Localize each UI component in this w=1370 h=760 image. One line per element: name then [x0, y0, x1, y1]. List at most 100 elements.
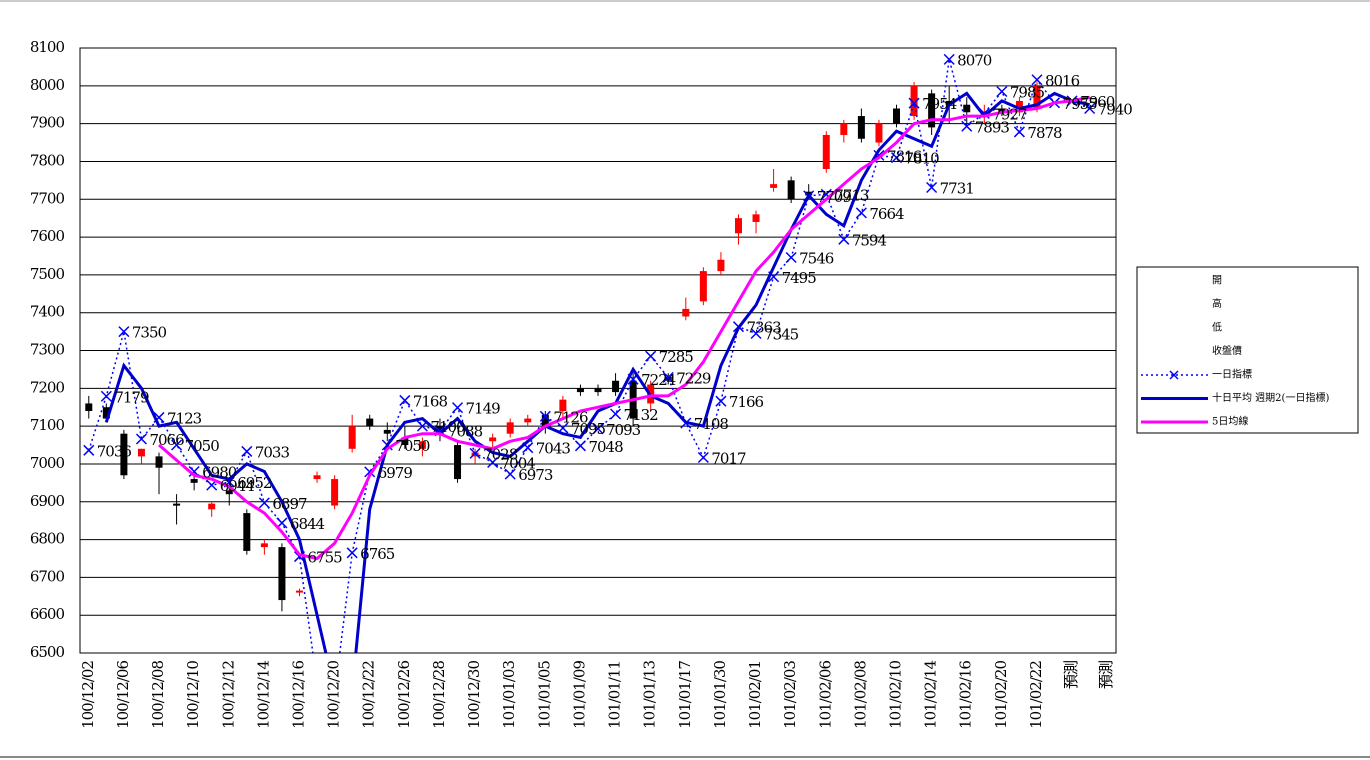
legend-label: 低 [1212, 321, 1222, 334]
candle-body [313, 475, 321, 480]
candle-body [576, 388, 584, 393]
y-tick-label: 7600 [30, 227, 65, 245]
data-label: 7017 [711, 450, 746, 468]
x-marker [539, 410, 551, 422]
x-marker [574, 440, 586, 452]
candle-body [243, 513, 251, 551]
data-label: 7709 [817, 188, 852, 206]
candle-body [770, 184, 778, 188]
data-label: 6952 [237, 474, 272, 492]
data-label: 7224 [641, 371, 676, 389]
candle-body [963, 104, 971, 113]
plot [83, 53, 1096, 688]
x-marker [785, 251, 797, 264]
x-marker [399, 394, 411, 406]
data-label: 7132 [624, 406, 659, 424]
data-label: 7048 [588, 438, 623, 456]
data-label: 6944 [220, 477, 255, 495]
x-marker [346, 547, 358, 559]
candle-body [752, 214, 760, 222]
x-tick-label: 100/12/22 [360, 661, 378, 729]
candle-body [699, 271, 707, 302]
candle-body [840, 123, 848, 135]
x-marker [504, 468, 516, 480]
y-tick-label: 6900 [30, 492, 65, 510]
y-tick-label: 8100 [30, 38, 65, 56]
candle-body [454, 445, 462, 480]
data-label: 7546 [799, 249, 834, 267]
candle-body [190, 479, 198, 483]
x-marker [469, 447, 481, 459]
data-label: 7095 [571, 420, 606, 438]
x-tick-label: 101/01/05 [535, 661, 553, 729]
candle-body [506, 422, 514, 434]
x-tick-label: 101/02/08 [851, 661, 869, 729]
x-marker [645, 350, 657, 362]
x-tick-label: 101/02/14 [922, 661, 940, 729]
candle-body [682, 308, 690, 317]
data-label: 6765 [360, 545, 395, 563]
series-line [88, 59, 1090, 653]
data-label: 7594 [852, 231, 887, 249]
x-marker [258, 497, 270, 509]
data-label: 7816 [887, 147, 922, 165]
data-label: 7893 [975, 118, 1010, 136]
grid [80, 47, 1116, 654]
y-tick-label: 7900 [30, 114, 65, 132]
data-label: 7927 [992, 105, 1027, 123]
candle-body [787, 180, 795, 200]
data-label: 7954 [922, 95, 957, 113]
x-tick-label: 100/12/06 [114, 661, 132, 729]
y-tick-label: 7800 [30, 151, 65, 169]
candle-body [1015, 100, 1023, 113]
legend-box [1136, 266, 1359, 434]
x-marker [83, 444, 95, 456]
legend-label: 十日平均 週期2(一日指標) [1212, 391, 1329, 404]
candle-body [893, 108, 901, 124]
x-tick-label: 100/12/20 [325, 661, 343, 729]
data-label: 7731 [940, 180, 974, 198]
x-tick-label: 預測 [1062, 661, 1080, 689]
data-label: 7940 [1098, 101, 1133, 119]
legend-label: 高 [1212, 297, 1222, 310]
x-tick-label: 100/12/08 [149, 661, 167, 729]
data-label: 7985 [1010, 83, 1045, 101]
data-label: 7960 [1080, 93, 1115, 111]
data-label: 7033 [255, 443, 290, 461]
x-tick-label: 101/02/10 [887, 661, 905, 729]
candle-body [594, 388, 602, 393]
y-tick-label: 6600 [30, 605, 65, 623]
x-tick-label: 101/01/13 [641, 661, 659, 729]
legend-label: 開 [1212, 275, 1222, 287]
data-label: 7810 [905, 150, 940, 168]
x-marker [241, 445, 253, 457]
x-marker [890, 152, 903, 164]
candle-body [366, 418, 374, 427]
x-marker [312, 678, 322, 688]
candle-body [875, 123, 883, 143]
candle-body [541, 414, 549, 427]
x-tick-label: 101/01/17 [676, 661, 694, 729]
candle-body [664, 376, 672, 381]
data-label: 6973 [518, 466, 553, 484]
x-tick-label: 101/01/03 [500, 661, 518, 729]
x-tick-label: 101/02/16 [957, 661, 975, 729]
x-tick-label: 預測 [1097, 661, 1115, 689]
x-marker [715, 395, 727, 407]
data-label: 7345 [764, 325, 799, 343]
x-marker [943, 53, 955, 65]
candle-body [471, 452, 479, 457]
candle-body [173, 503, 181, 506]
x-tick-label: 101/02/22 [1027, 661, 1045, 729]
data-label: 7066 [149, 431, 184, 449]
y-tick-label: 6800 [30, 530, 65, 548]
x-tick-label: 100/12/12 [219, 661, 237, 729]
data-label: 6844 [290, 515, 325, 533]
data-label: 6980 [202, 464, 237, 482]
y-tick-label: 6700 [30, 567, 65, 585]
candle-body [524, 418, 532, 423]
x-tick-label: 100/12/02 [79, 661, 97, 729]
x-tick-label: 100/12/16 [289, 661, 307, 729]
x-marker [855, 207, 867, 219]
data-label: 7036 [97, 442, 132, 460]
